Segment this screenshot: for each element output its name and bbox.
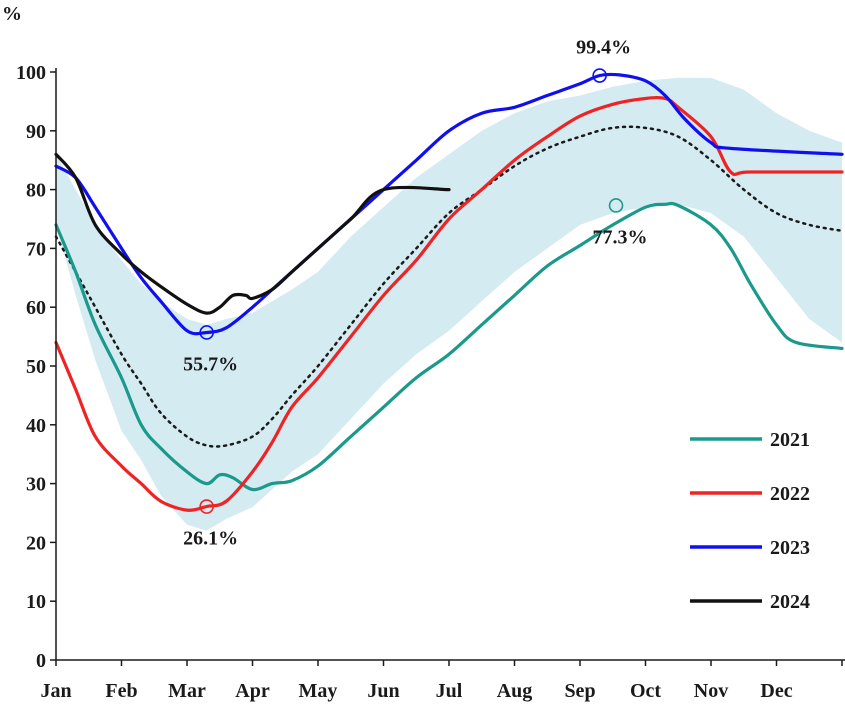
x-tick-label: Feb [105, 680, 137, 702]
x-tick-label: Jul [436, 680, 463, 702]
average-dotted-line [54, 125, 844, 448]
legend-label-2022: 2022 [770, 483, 810, 505]
annotation-markers [199, 68, 624, 514]
x-tick-label: Nov [694, 680, 728, 702]
y-tick-label: 0 [36, 650, 46, 672]
y-tick-label: 10 [26, 591, 46, 613]
y-tick-label: 100 [16, 62, 46, 84]
annotation-labels: 99.4% 77.3% 55.7% 26.1% [183, 37, 647, 550]
x-tick-label: May [299, 680, 338, 702]
annotation-label: 55.7% [183, 353, 238, 375]
annotation-marker-2022 [199, 499, 214, 514]
x-tick-label: Apr [235, 680, 270, 702]
y-tick-label: 30 [26, 474, 46, 496]
x-tick-label: Jun [367, 680, 399, 702]
y-tick-label: 20 [26, 532, 46, 554]
y-tick-label: 70 [26, 238, 46, 260]
series-line-2021 [54, 201, 844, 492]
y-axis-unit-label: % [2, 3, 22, 25]
x-tick-label: Dec [760, 680, 792, 702]
y-tick-label: 60 [26, 297, 46, 319]
x-tick-label: Jan [40, 680, 71, 702]
annotation-marker-2021 [608, 198, 624, 213]
range-band-area [56, 77, 842, 531]
series-lines [54, 72, 844, 512]
legend-label-2023: 2023 [770, 537, 810, 559]
x-tick-label: Oct [630, 680, 661, 702]
y-tick-labels: 0 10 20 30 40 50 60 70 80 90 100 [16, 62, 56, 672]
y-tick-label: 90 [26, 121, 46, 143]
range-band [56, 77, 842, 531]
x-tick-label: Mar [168, 680, 206, 702]
x-tick-label: Aug [497, 680, 533, 702]
annotation-marker-2023 [199, 325, 214, 340]
annotation-label: 26.1% [183, 528, 238, 550]
y-tick-label: 50 [26, 356, 46, 378]
annotation-marker-2023 [592, 68, 607, 83]
average-line [54, 125, 844, 448]
legend-label-2024: 2024 [770, 591, 810, 613]
y-tick-label: 80 [26, 180, 46, 202]
x-tick-labels: Jan Feb Mar Apr May Jun Jul Aug Sep Oct Nov Dec [40, 660, 843, 702]
annotation-label: 99.4% [576, 37, 631, 59]
annotation-label: 77.3% [593, 226, 648, 248]
y-tick-label: 40 [26, 415, 46, 437]
x-tick-label: Sep [564, 680, 595, 702]
series-line-2024 [54, 152, 451, 315]
legend-label-2021: 2021 [770, 429, 810, 451]
legend: 2021 2022 2023 2024 [690, 429, 810, 613]
